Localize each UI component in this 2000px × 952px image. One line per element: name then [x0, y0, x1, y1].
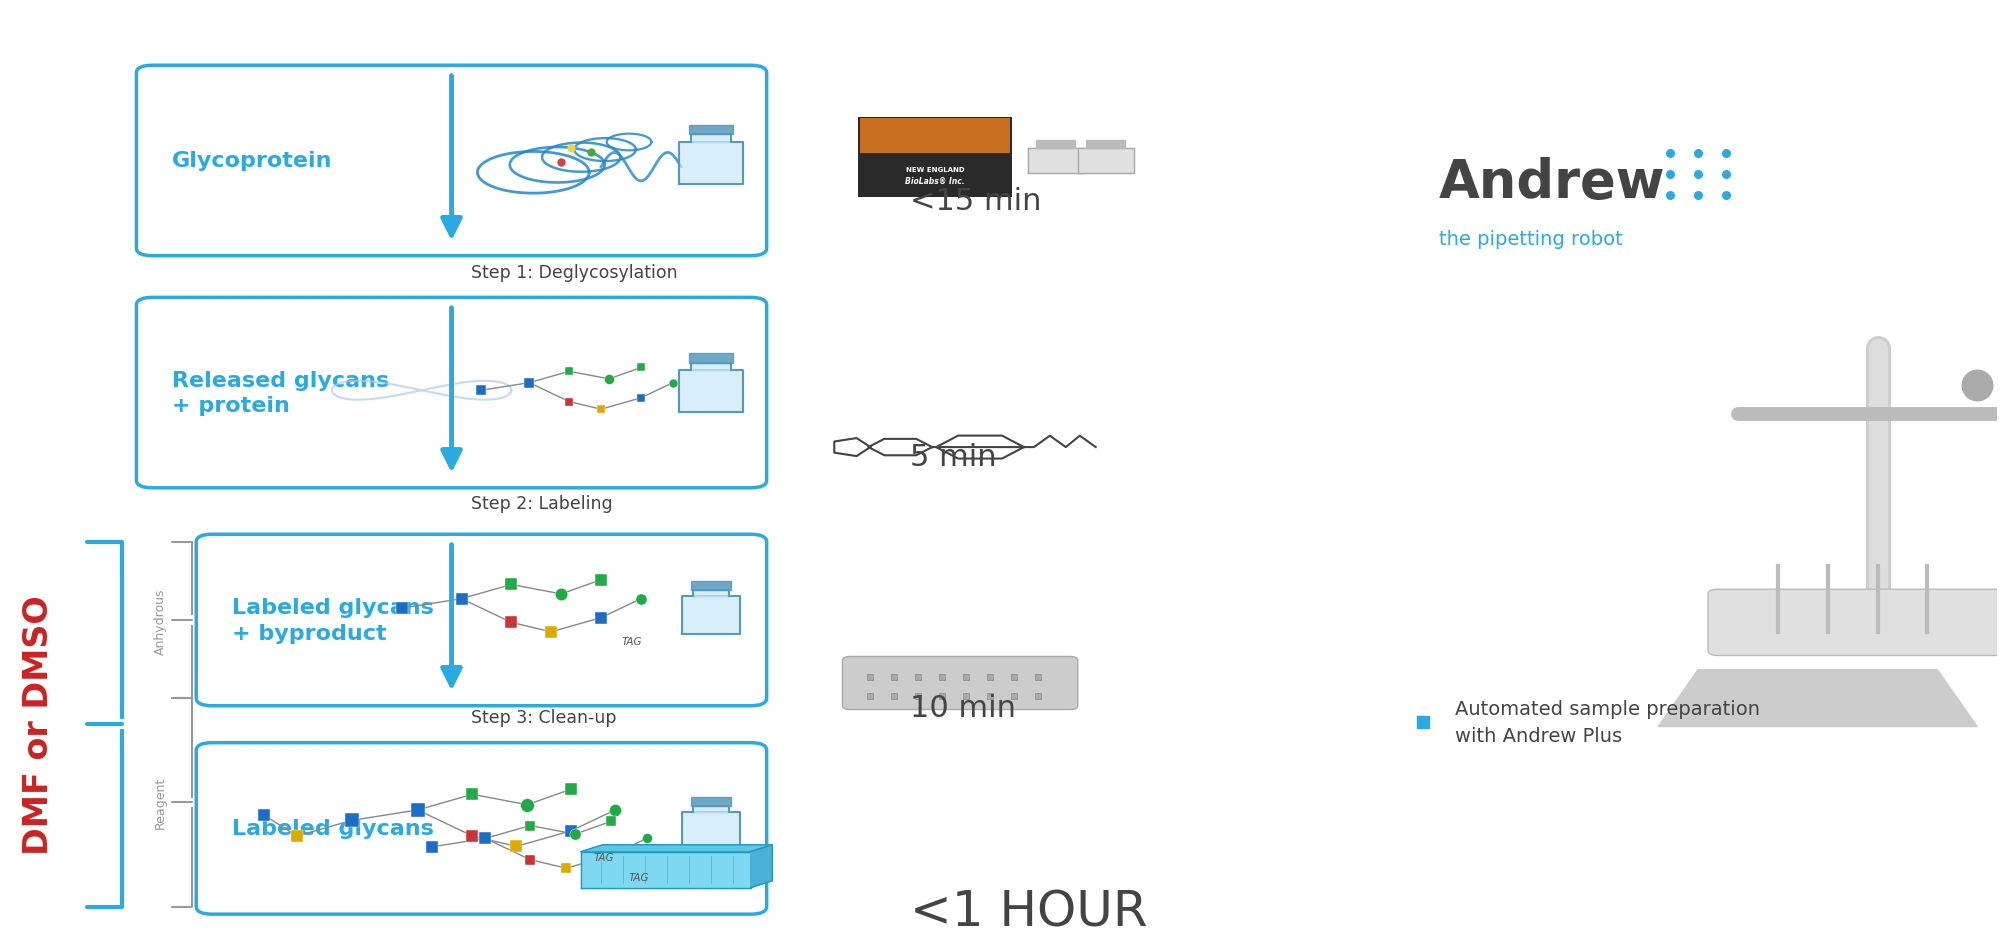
- Text: Reagent: Reagent: [154, 777, 166, 828]
- FancyBboxPatch shape: [858, 118, 1012, 198]
- Polygon shape: [678, 371, 742, 412]
- Polygon shape: [1078, 149, 1134, 174]
- Text: NEW ENGLAND: NEW ENGLAND: [906, 167, 964, 172]
- Polygon shape: [690, 135, 730, 143]
- Polygon shape: [682, 597, 740, 634]
- Polygon shape: [582, 852, 750, 887]
- Text: Step 1: Deglycosylation: Step 1: Deglycosylation: [472, 264, 678, 282]
- Text: Step 3: Clean-up: Step 3: Clean-up: [472, 708, 616, 726]
- Polygon shape: [750, 845, 772, 887]
- Polygon shape: [692, 582, 730, 590]
- Text: Glycoprotein: Glycoprotein: [172, 151, 332, 171]
- Text: Automated sample preparation
with Andrew Plus: Automated sample preparation with Andrew…: [1454, 700, 1760, 744]
- FancyBboxPatch shape: [842, 657, 1078, 710]
- Polygon shape: [688, 354, 732, 364]
- Text: BioLabs® Inc.: BioLabs® Inc.: [906, 177, 964, 186]
- Polygon shape: [1028, 149, 1084, 174]
- Polygon shape: [692, 797, 730, 805]
- Polygon shape: [1086, 141, 1126, 149]
- Text: the pipetting robot: the pipetting robot: [1438, 229, 1622, 248]
- Text: Andrew: Andrew: [1438, 157, 1666, 208]
- FancyBboxPatch shape: [860, 119, 1010, 154]
- FancyBboxPatch shape: [196, 743, 766, 914]
- Text: <1 HOUR: <1 HOUR: [910, 887, 1148, 936]
- Polygon shape: [1036, 141, 1076, 149]
- Polygon shape: [692, 805, 728, 813]
- Polygon shape: [688, 126, 732, 135]
- FancyBboxPatch shape: [136, 298, 766, 488]
- Text: Released glycans
+ protein: Released glycans + protein: [172, 370, 390, 416]
- Text: TAG: TAG: [594, 852, 614, 862]
- FancyBboxPatch shape: [196, 535, 766, 706]
- Polygon shape: [682, 813, 740, 850]
- Text: Labeled glycans
+ byproduct: Labeled glycans + byproduct: [232, 598, 434, 644]
- Polygon shape: [582, 845, 772, 852]
- Text: Anhydrous: Anhydrous: [154, 587, 166, 654]
- Text: DMF or DMSO: DMF or DMSO: [22, 595, 56, 855]
- Polygon shape: [692, 590, 728, 597]
- Text: TAG: TAG: [622, 637, 642, 646]
- Text: Step 2: Labeling: Step 2: Labeling: [472, 494, 614, 512]
- Polygon shape: [690, 364, 730, 371]
- Text: <15 min: <15 min: [910, 187, 1042, 216]
- Polygon shape: [678, 143, 742, 185]
- Text: TAG: TAG: [630, 872, 650, 882]
- FancyBboxPatch shape: [136, 67, 766, 256]
- Text: Labeled glycans: Labeled glycans: [232, 819, 434, 839]
- Text: 10 min: 10 min: [910, 693, 1016, 723]
- FancyBboxPatch shape: [1708, 589, 2000, 656]
- Polygon shape: [1658, 670, 1978, 726]
- Text: 5 min: 5 min: [910, 443, 996, 471]
